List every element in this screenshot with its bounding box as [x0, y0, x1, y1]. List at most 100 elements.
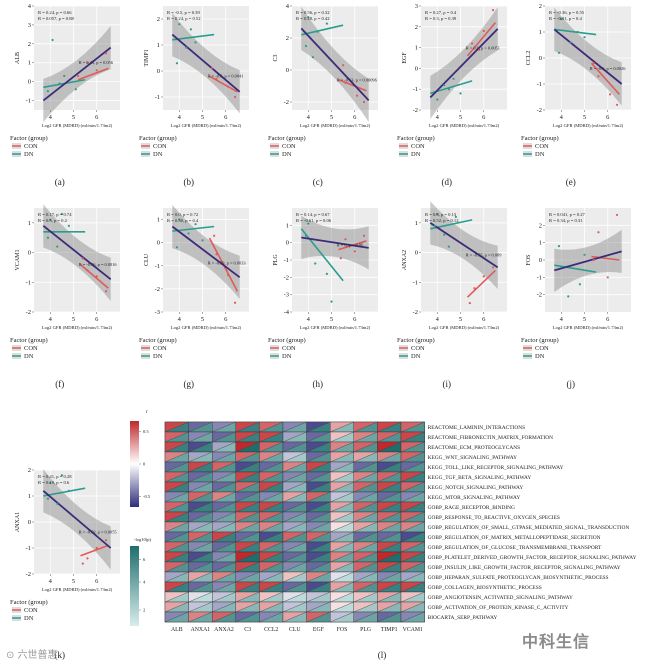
x-tick-label: 6 [482, 114, 486, 121]
heatmap-cell [353, 531, 378, 543]
heatmap-cell-diagonal [212, 571, 236, 583]
colorbar-p-tick-label: 4 [143, 580, 146, 585]
heatmap-cell-diagonal [330, 531, 354, 543]
heatmap-cell-diagonal [235, 551, 260, 563]
heatmap-cell [306, 421, 331, 433]
heatmap-cell-diagonal [235, 481, 260, 493]
heatmap-cell-diagonal [282, 461, 307, 473]
y-axis-label: CLU [144, 253, 150, 266]
panel-letter: (j) [567, 379, 576, 389]
con-point [344, 81, 347, 84]
heatmap-cell [353, 561, 378, 573]
y-tick-label: 2 [157, 16, 160, 23]
con-point [592, 258, 595, 262]
y-tick-label: 0 [28, 79, 31, 86]
heatmap-cell-diagonal [330, 491, 354, 503]
heatmap-cell-diagonal [282, 571, 307, 583]
heatmap-cell [259, 541, 284, 553]
heatmap-cell [235, 461, 260, 473]
heatmap-cell-diagonal [400, 511, 425, 523]
heatmap-cell-diagonal [235, 601, 260, 613]
heatmap-cell-diagonal [259, 591, 284, 603]
y-tick-label: 1 [415, 220, 418, 227]
heatmap-cell-diagonal [400, 541, 425, 553]
y-tick-label: -1 [26, 545, 31, 552]
heatmap-row-label: GOBP_REGULATION_OF_SMALL_GTPASE_MEDIATED… [428, 525, 630, 531]
con-point [77, 74, 80, 78]
heatmap-cell [377, 571, 402, 583]
heatmap-cell-diagonal [282, 581, 307, 593]
heatmap-cell [330, 531, 355, 543]
heatmap-cell-diagonal [188, 581, 213, 593]
heatmap-cell-diagonal [188, 491, 213, 503]
heatmap-cell-diagonal [164, 521, 189, 533]
dn-point [443, 83, 446, 87]
con-point [468, 301, 471, 305]
x-axis-label: Log2 GFR (MDRD) (ml/min/1.73m2) [171, 123, 242, 128]
heatmap-cell [235, 571, 260, 583]
heatmap-cell-diagonal [306, 511, 331, 523]
y-tick-label: -2 [537, 292, 542, 299]
heatmap-cell-diagonal [330, 451, 354, 463]
heatmap-cell-diagonal [259, 491, 284, 503]
y-tick-label: 1 [415, 45, 418, 52]
x-tick-label: 4 [307, 114, 311, 121]
dn-point [443, 233, 446, 236]
y-tick-label: 2 [28, 467, 31, 474]
con-point [95, 275, 98, 278]
r-annotation-overall: R = 0.6, p = 0.0051 [466, 46, 500, 52]
dn-point [304, 234, 308, 237]
heatmap-cell [282, 601, 307, 613]
heatmap-cell [306, 561, 331, 573]
y-tick-label: 3 [415, 3, 418, 10]
legend-item-label: DN [282, 151, 292, 158]
dn-point [560, 265, 563, 269]
con-point [226, 85, 230, 88]
legend-item-label: CON [24, 345, 38, 352]
heatmap-cell-diagonal [306, 521, 331, 533]
x-tick-label: 4 [560, 114, 564, 121]
heatmap-cell [164, 511, 189, 523]
heatmap-cell [306, 471, 331, 483]
heatmap-cell [377, 421, 402, 433]
x-tick-label: 5 [72, 316, 75, 323]
legend-title: Factor (group) [139, 337, 177, 344]
x-tick-label: 6 [95, 316, 99, 323]
dn-fit-line [43, 487, 86, 497]
x-axis-label: Log2 GFR (MDRD) (ml/min/1.73m2) [300, 123, 371, 128]
heatmap-cell [400, 481, 425, 493]
con-point [104, 52, 108, 55]
heatmap-cell-diagonal [188, 471, 213, 483]
heatmap-cell-diagonal [353, 481, 378, 493]
con-point [95, 69, 98, 72]
heatmap-cell-diagonal [400, 601, 425, 613]
heatmap-cell [330, 461, 355, 473]
dn-point [436, 98, 439, 101]
con-fit-line [338, 78, 367, 92]
heatmap-cell [211, 491, 236, 503]
heatmap-cell-diagonal [306, 461, 331, 473]
heatmap-cell [377, 441, 402, 453]
heatmap-cell [188, 471, 213, 483]
y-tick-label: -2 [413, 107, 418, 114]
heatmap-cell-diagonal [400, 441, 425, 453]
heatmap-cell-diagonal [235, 561, 260, 573]
heatmap-cell-diagonal [330, 431, 354, 443]
heatmap-cell-diagonal [188, 541, 213, 553]
watermark-text: 中科生信 [522, 632, 591, 651]
heatmap-column-label: ANXA2 [214, 627, 234, 633]
heatmap-cell-diagonal [330, 541, 354, 553]
scatter-panel-vcam1: R = 0.17, p = 0.74R = 0.5, p = 0.2 R = -0… [10, 204, 120, 389]
con-point [606, 276, 609, 279]
legend-item-label: DN [282, 353, 292, 360]
y-tick-label: -2 [26, 309, 31, 316]
heatmap-cell [164, 541, 189, 553]
x-axis-label: Log2 GFR (MDRD) (ml/min/1.73m2) [429, 325, 500, 330]
heatmap-cell-diagonal [259, 501, 284, 513]
heatmap-cell [377, 591, 402, 603]
heatmap-cell-diagonal [164, 561, 189, 573]
x-tick-label: 5 [72, 578, 75, 585]
heatmap-cell [282, 571, 307, 583]
con-point [86, 61, 89, 64]
